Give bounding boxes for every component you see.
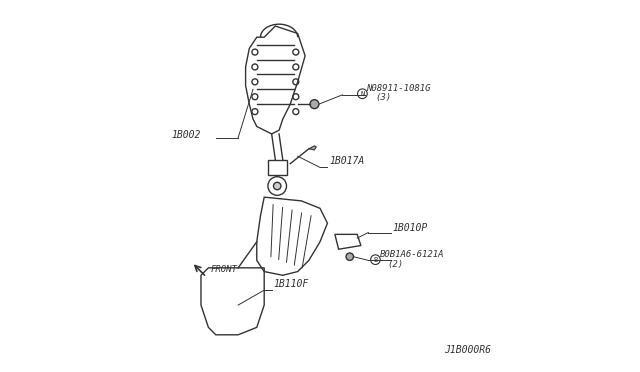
Text: B0B1A6-6121A: B0B1A6-6121A	[380, 250, 445, 259]
Text: (3): (3)	[376, 93, 392, 102]
Polygon shape	[309, 146, 316, 150]
Text: B: B	[373, 257, 378, 263]
Text: 1B017A: 1B017A	[330, 156, 365, 166]
Text: FRONT: FRONT	[211, 265, 237, 274]
Text: 1B010P: 1B010P	[392, 223, 428, 233]
Text: N08911-1081G: N08911-1081G	[367, 84, 431, 93]
Text: 1B110F: 1B110F	[273, 279, 308, 289]
Text: N: N	[360, 91, 365, 97]
Text: (2): (2)	[388, 260, 404, 269]
Text: J1B000R6: J1B000R6	[444, 345, 491, 355]
Circle shape	[273, 182, 281, 190]
Circle shape	[346, 253, 353, 260]
Circle shape	[310, 100, 319, 109]
Text: 1B002: 1B002	[172, 129, 201, 140]
